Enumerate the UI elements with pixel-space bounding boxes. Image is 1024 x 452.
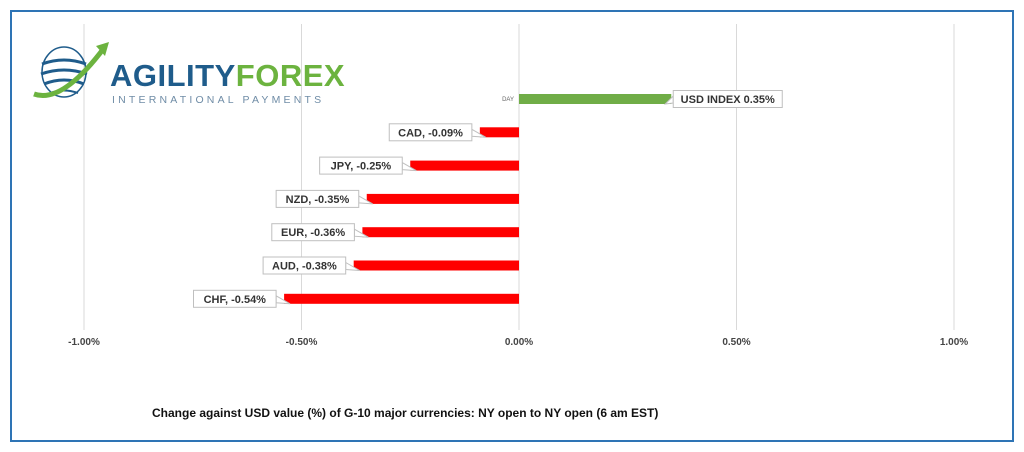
data-label-text: USD INDEX 0.35% <box>681 94 775 106</box>
bar <box>519 94 672 104</box>
logo-brand-agility: AGILITY <box>110 58 236 93</box>
agility-forex-logo: AGILITYFOREX INTERNATIONAL PAYMENTS <box>33 42 345 106</box>
bar <box>410 160 519 171</box>
x-tick-label: 0.00% <box>505 337 533 348</box>
data-label: NZD, -0.35% <box>275 189 373 208</box>
data-label: JPY, -0.25% <box>319 156 417 175</box>
category-label: DAY <box>502 97 514 103</box>
bar <box>479 127 519 138</box>
data-label: AUD, -0.38% <box>262 256 360 275</box>
chart-frame: AGILITYFOREX INTERNATIONAL PAYMENTS DAY U… <box>10 10 1014 442</box>
logo-brand-forex: FOREX <box>236 58 345 93</box>
bar <box>366 193 519 204</box>
bar-chart: AGILITYFOREX INTERNATIONAL PAYMENTS DAY U… <box>33 24 968 420</box>
x-tick-label: 0.50% <box>722 337 750 348</box>
data-label: CAD, -0.09% <box>388 123 487 142</box>
logo-tagline: INTERNATIONAL PAYMENTS <box>112 94 324 106</box>
data-label-text: CHF, -0.54% <box>204 294 267 306</box>
globe-swoosh-icon <box>33 42 109 98</box>
x-tick-label: -1.00% <box>68 337 100 348</box>
data-label-text: EUR, -0.36% <box>281 227 345 239</box>
x-tick-label: 1.00% <box>940 337 968 348</box>
chart-caption: Change against USD value (%) of G-10 maj… <box>152 406 658 420</box>
bar <box>353 260 519 271</box>
data-label-text: NZD, -0.35% <box>286 194 350 206</box>
data-label-text: AUD, -0.38% <box>272 261 337 273</box>
x-tick-label: -0.50% <box>286 337 318 348</box>
bars: DAY USD INDEX 0.35% CAD, -0.09% JPY, -0.25%… <box>193 90 783 308</box>
data-label-text: JPY, -0.25% <box>331 161 392 173</box>
data-label: EUR, -0.36% <box>271 223 369 242</box>
svg-text:AGILITYFOREX: AGILITYFOREX <box>110 58 345 93</box>
data-label-text: CAD, -0.09% <box>398 127 463 139</box>
bar <box>362 227 519 238</box>
gridlines <box>83 24 955 330</box>
data-label: USD INDEX 0.35% <box>663 90 783 108</box>
data-label: CHF, -0.54% <box>193 289 291 308</box>
x-axis-ticks: -1.00% -0.50% 0.00% 0.50% 1.00% <box>68 337 968 348</box>
bar <box>284 293 519 304</box>
